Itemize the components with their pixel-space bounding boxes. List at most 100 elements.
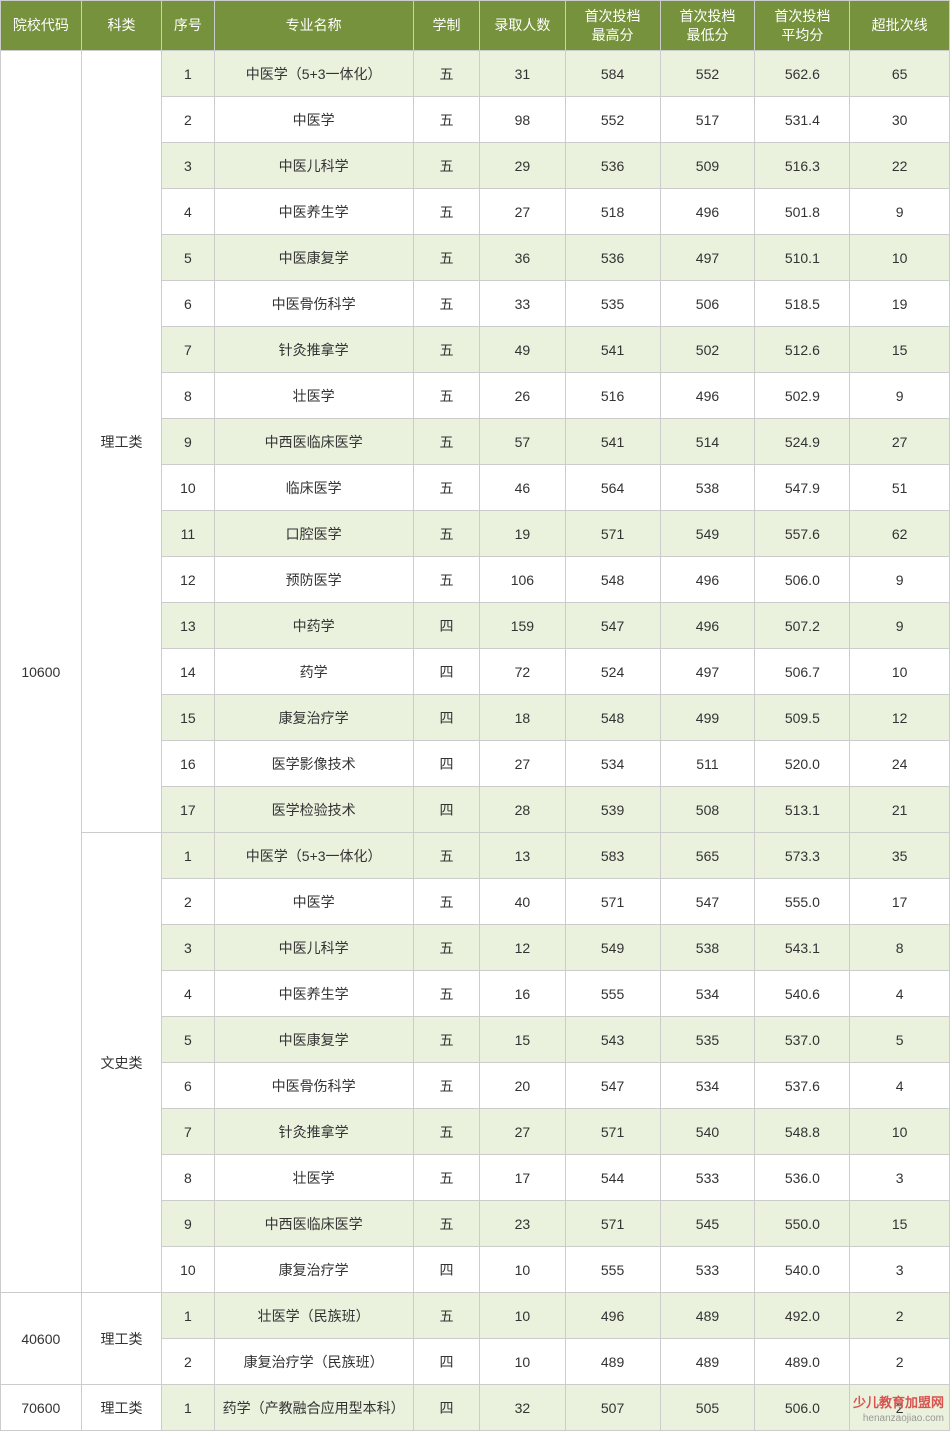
cell: 10 (162, 1247, 214, 1293)
column-header: 序号 (162, 1, 214, 51)
cell: 中医骨伤科学 (214, 1063, 413, 1109)
cell: 5 (850, 1017, 950, 1063)
cell: 7 (162, 327, 214, 373)
cell: 16 (162, 741, 214, 787)
cell: 四 (413, 603, 479, 649)
cell: 9 (850, 557, 950, 603)
cell: 72 (480, 649, 565, 695)
cell: 517 (660, 97, 755, 143)
cell: 3 (850, 1247, 950, 1293)
cell: 8 (850, 925, 950, 971)
cell: 3 (162, 143, 214, 189)
cell: 497 (660, 235, 755, 281)
cell: 15 (162, 695, 214, 741)
cell: 17 (850, 879, 950, 925)
cell: 552 (565, 97, 660, 143)
cell: 571 (565, 511, 660, 557)
cell: 27 (480, 189, 565, 235)
cell: 62 (850, 511, 950, 557)
cell: 13 (480, 833, 565, 879)
cell: 15 (850, 327, 950, 373)
cell: 16 (480, 971, 565, 1017)
cell: 18 (480, 695, 565, 741)
cell: 506 (660, 281, 755, 327)
cell: 557.6 (755, 511, 850, 557)
cell: 106 (480, 557, 565, 603)
cell: 57 (480, 419, 565, 465)
cell: 516.3 (755, 143, 850, 189)
cell: 29 (480, 143, 565, 189)
cell: 20 (480, 1063, 565, 1109)
cell: 492.0 (755, 1293, 850, 1339)
cell: 2 (162, 1339, 214, 1385)
cell: 497 (660, 649, 755, 695)
cell: 13 (162, 603, 214, 649)
cell: 中医儿科学 (214, 143, 413, 189)
cell: 541 (565, 419, 660, 465)
cell: 中西医临床医学 (214, 419, 413, 465)
cell: 8 (162, 373, 214, 419)
cell: 五 (413, 419, 479, 465)
cell: 489 (565, 1339, 660, 1385)
cell: 9 (850, 603, 950, 649)
cell: 501.8 (755, 189, 850, 235)
cell: 1 (162, 833, 214, 879)
cell: 512.6 (755, 327, 850, 373)
column-header: 院校代码 (1, 1, 82, 51)
cell: 24 (850, 741, 950, 787)
cell: 6 (162, 1063, 214, 1109)
cell: 584 (565, 51, 660, 97)
cell: 17 (480, 1155, 565, 1201)
cell: 35 (850, 833, 950, 879)
cell: 538 (660, 465, 755, 511)
cell: 543.1 (755, 925, 850, 971)
cell: 520.0 (755, 741, 850, 787)
cell: 26 (480, 373, 565, 419)
cell: 159 (480, 603, 565, 649)
cell: 药学 (214, 649, 413, 695)
cell: 549 (565, 925, 660, 971)
cell: 513.1 (755, 787, 850, 833)
cell: 10 (480, 1339, 565, 1385)
cell: 496 (660, 189, 755, 235)
cell: 12 (480, 925, 565, 971)
cell: 2 (162, 879, 214, 925)
cell: 547 (565, 603, 660, 649)
cell: 口腔医学 (214, 511, 413, 557)
cell: 五 (413, 281, 479, 327)
cell: 524 (565, 649, 660, 695)
watermark-title: 少儿教育加盟网 (853, 1395, 944, 1412)
cell: 14 (162, 649, 214, 695)
column-header: 学制 (413, 1, 479, 51)
cell: 516 (565, 373, 660, 419)
cell-code: 70600 (1, 1385, 82, 1431)
cell: 571 (565, 1201, 660, 1247)
cell: 10 (850, 649, 950, 695)
cell: 五 (413, 971, 479, 1017)
cell: 506.0 (755, 557, 850, 603)
column-header: 首次投档最低分 (660, 1, 755, 51)
cell: 506.0 (755, 1385, 850, 1431)
cell: 537.6 (755, 1063, 850, 1109)
cell: 1 (162, 51, 214, 97)
cell: 中医康复学 (214, 235, 413, 281)
cell: 534 (660, 1063, 755, 1109)
cell: 五 (413, 51, 479, 97)
cell: 27 (480, 1109, 565, 1155)
cell: 中医学 (214, 879, 413, 925)
cell: 10 (850, 235, 950, 281)
cell: 535 (565, 281, 660, 327)
cell: 五 (413, 189, 479, 235)
cell: 565 (660, 833, 755, 879)
cell: 临床医学 (214, 465, 413, 511)
cell: 509.5 (755, 695, 850, 741)
cell: 8 (162, 1155, 214, 1201)
cell: 2 (850, 1339, 950, 1385)
cell: 22 (850, 143, 950, 189)
cell: 1 (162, 1385, 214, 1431)
table-row: 40600理工类1壮医学（民族班）五10496489492.02 (1, 1293, 950, 1339)
column-header: 首次投档最高分 (565, 1, 660, 51)
cell: 32 (480, 1385, 565, 1431)
cell-category: 理工类 (81, 1385, 162, 1431)
cell: 545 (660, 1201, 755, 1247)
